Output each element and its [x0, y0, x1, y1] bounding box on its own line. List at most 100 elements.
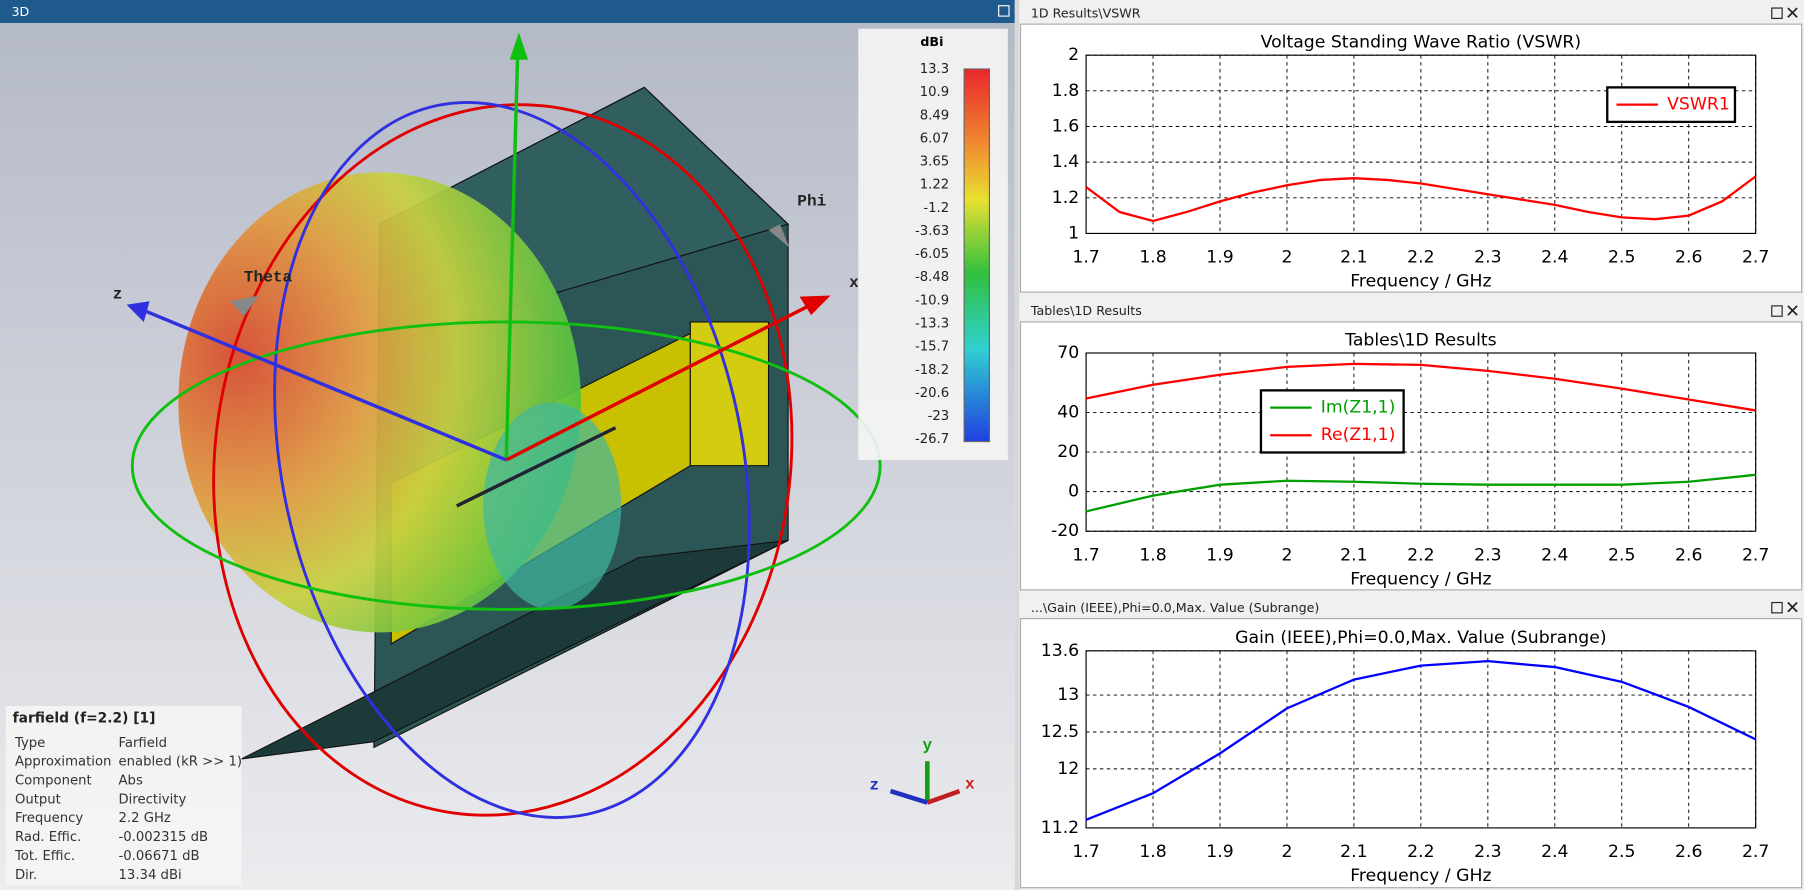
y-tick-label: 12.5	[1041, 722, 1079, 742]
y-tick-label: 1.6	[1052, 116, 1079, 136]
x-tick-label: 2.2	[1407, 842, 1434, 862]
x-tick-label: 2	[1281, 842, 1292, 862]
axis-label: z	[113, 286, 123, 304]
maximize-button[interactable]	[1771, 601, 1783, 614]
maximize-button[interactable]	[998, 5, 1010, 17]
x-tick-label: 2.1	[1340, 248, 1367, 268]
info-value: -0.06671 dB	[119, 849, 200, 864]
triad-label: x	[965, 775, 975, 793]
feed	[455, 426, 617, 508]
close-button[interactable]	[1787, 7, 1798, 18]
colorbar-label: 1.22	[920, 178, 949, 193]
info-box	[5, 706, 242, 886]
colorbar-label: -13.3	[915, 317, 949, 332]
info-key: Frequency	[15, 811, 83, 826]
splitter[interactable]	[1014, 0, 1020, 890]
x-axis-label: Frequency / GHz	[1350, 272, 1491, 292]
y-arrow	[509, 32, 529, 60]
maximize-button[interactable]	[1771, 305, 1783, 317]
legend-label: Re(Z1,1)	[1321, 425, 1396, 445]
farfield-pattern	[178, 172, 582, 633]
y-tick-label: 12	[1057, 759, 1079, 779]
colorbar-label: -18.2	[915, 363, 949, 378]
x-tick-label: 2.1	[1340, 842, 1367, 862]
colorbar-label: -26.7	[915, 432, 949, 447]
close-button[interactable]	[1787, 601, 1798, 613]
colorbar	[963, 68, 991, 443]
theta-circle	[212, 103, 794, 817]
x-tick-label: 2.6	[1675, 545, 1702, 565]
chart-area	[1019, 618, 1803, 889]
legend-label: VSWR1	[1667, 95, 1730, 115]
maximize-button[interactable]	[1771, 7, 1783, 19]
data-line	[1085, 175, 1757, 223]
triad-label: z	[870, 777, 880, 795]
scene	[126, 32, 882, 819]
x-tick-label: 2.2	[1407, 545, 1434, 565]
axis-label: Phi	[797, 192, 826, 210]
y-tick-label: 11.2	[1041, 818, 1079, 838]
y-tick-label: 1.2	[1052, 188, 1079, 208]
window-title-bar	[1019, 596, 1804, 618]
info-key: Tot. Effic.	[14, 849, 75, 864]
info-value: 2.2 GHz	[119, 811, 171, 826]
z-axis	[143, 308, 507, 462]
colorbar-label: -8.48	[915, 270, 949, 285]
window-title-bar	[1019, 300, 1804, 321]
x-tick-label: 2.7	[1742, 545, 1769, 565]
x-tick-label: 2.6	[1675, 248, 1702, 268]
ground	[241, 539, 789, 760]
info-key: Output	[15, 792, 61, 807]
window-title: 1D Results\VSWR	[1031, 5, 1141, 20]
x-tick-label: 1.9	[1206, 248, 1233, 268]
colorbar-label: -1.2	[923, 201, 949, 216]
x-tick-label: 2	[1281, 545, 1292, 565]
x-arrow	[799, 295, 831, 316]
legend-box	[1259, 389, 1405, 454]
chart-area	[1019, 23, 1803, 293]
x-tick-label: 2	[1281, 248, 1292, 268]
x-tick-label: 1.8	[1139, 545, 1166, 565]
colorbar-label: 6.07	[920, 131, 949, 146]
y-axis	[504, 51, 520, 460]
colorbar-labels: 13.3 10.9 8.49 6.07 3.65 1.22 -1.2 -3.63 -6.05 -8…	[915, 62, 949, 447]
x-tick-label: 1.8	[1139, 842, 1166, 862]
axis-label: Theta	[244, 268, 293, 286]
info-value: Farfield	[119, 736, 167, 751]
y-tick-label: 0	[1068, 482, 1079, 502]
x-tick-label: 2.5	[1608, 545, 1635, 565]
close-button[interactable]	[1787, 305, 1798, 316]
info-title: farfield (f=2.2) [1]	[13, 711, 156, 727]
info-key: Component	[15, 774, 92, 789]
data-line	[1085, 473, 1756, 513]
x-tick-label: 2.1	[1340, 545, 1367, 565]
triad-label: y	[922, 736, 932, 754]
x-tick-label: 2.5	[1608, 842, 1635, 862]
x-tick-label: 2.2	[1407, 248, 1434, 268]
window-title-bar	[1019, 2, 1804, 23]
x-tick-label: 2.4	[1541, 842, 1568, 862]
x-tick-label: 1.7	[1072, 248, 1099, 268]
x-tick-label: 1.9	[1206, 545, 1233, 565]
x-tick-label: 2.4	[1541, 248, 1568, 268]
axis-label: x	[849, 274, 859, 292]
title-bar	[0, 0, 1015, 23]
y-tick-label: 1.4	[1052, 152, 1079, 172]
colorbar-label: -23	[928, 409, 950, 424]
info-key: Rad. Effic.	[15, 830, 81, 845]
y-tick-label: -20	[1051, 521, 1079, 541]
info-value: -0.002315 dB	[119, 830, 209, 845]
window-title: ...\Gain (IEEE),Phi=0.0,Max. Value (Subr…	[1031, 600, 1319, 615]
x-tick-label: 1.7	[1072, 545, 1099, 565]
x-axis-label: Frequency / GHz	[1350, 866, 1491, 886]
x-tick-label: 2.7	[1742, 842, 1769, 862]
plot-frame	[1085, 352, 1757, 532]
x-tick-label: 2.4	[1541, 545, 1568, 565]
x-tick-label: 2.3	[1474, 248, 1501, 268]
colorbar-label: -15.7	[915, 340, 949, 355]
x-tick-label: 2.3	[1474, 842, 1501, 862]
colorbar-label: 13.3	[920, 62, 949, 77]
info-value: Directivity	[119, 792, 187, 807]
chart-title: Tables\1D Results	[1344, 330, 1496, 350]
